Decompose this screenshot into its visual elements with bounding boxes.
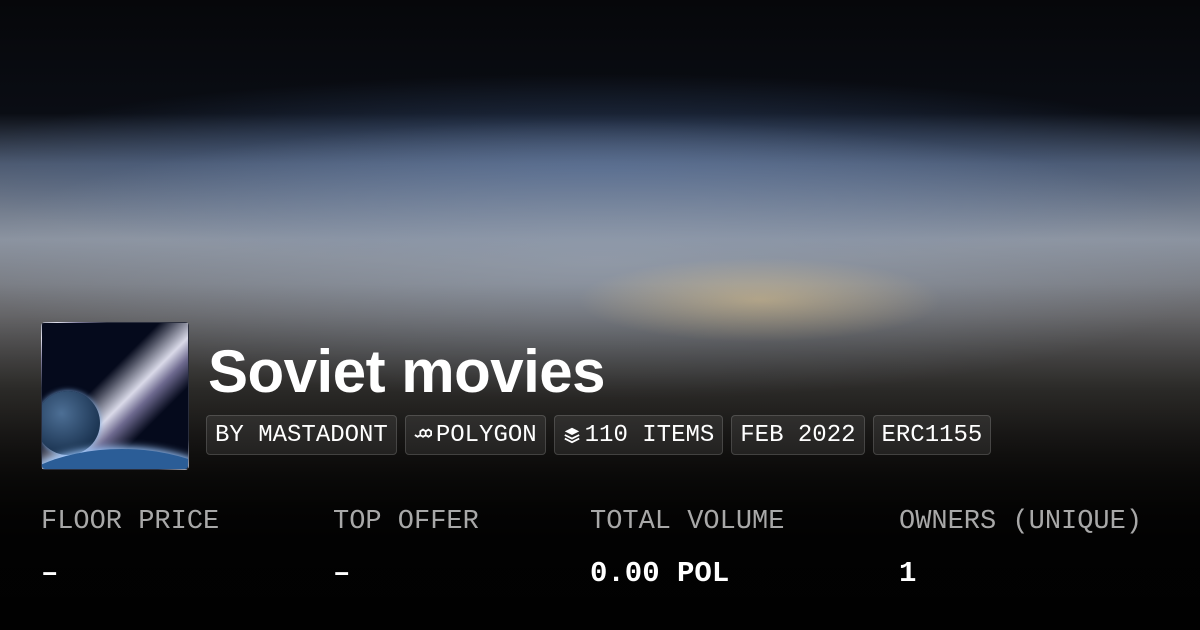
chain-badge: POLYGON: [404, 415, 546, 455]
date-badge: FEB 2022: [731, 415, 865, 455]
items-badge: 110 ITEMS: [553, 415, 724, 455]
stat-total-volume: TOTAL VOLUME 0.00 POL: [590, 507, 785, 590]
stat-top-offer: TOP OFFER –: [333, 507, 479, 590]
collection-title: Soviet movies: [208, 338, 606, 405]
polygon-chain-icon: [414, 428, 432, 438]
layers-icon: [564, 427, 580, 444]
stat-owners: OWNERS (UNIQUE) 1: [899, 507, 1143, 590]
creator-badge: BY MASTADONT: [206, 415, 397, 455]
collection-logo: [41, 322, 189, 470]
standard-badge: ERC1155: [872, 415, 992, 455]
stat-floor-price: FLOOR PRICE –: [41, 507, 220, 590]
collection-badges: BY MASTADONT POLYGON 110 ITEMS FEB 2022 …: [206, 415, 992, 455]
